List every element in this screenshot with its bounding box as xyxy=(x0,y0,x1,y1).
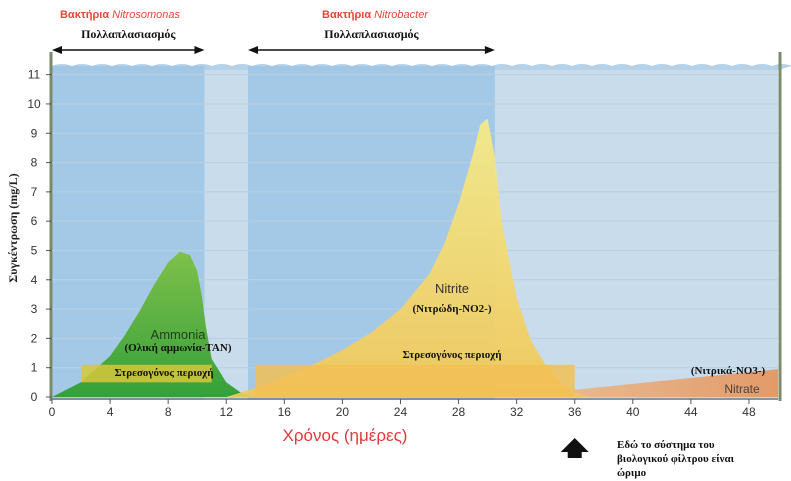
bacteria-growth-label-2: Πολλαπλασιασμός xyxy=(324,27,419,41)
series-sublabel-nitrate: (Νιτρικά-NO3-) xyxy=(691,365,766,377)
x-tick-label-10: 40 xyxy=(626,405,640,419)
arrow-left-icon xyxy=(248,46,259,54)
series-label-ammonia: Ammonia xyxy=(151,327,207,342)
stress-zone-1 xyxy=(81,364,212,383)
y-tick-label-1: 1 xyxy=(31,361,38,375)
x-tick-label-11: 44 xyxy=(684,405,698,419)
arrow-up-icon xyxy=(560,438,589,458)
x-tick-label-8: 32 xyxy=(510,405,524,419)
annotation-line-2: βιολογικού φίλτρου είναι xyxy=(617,453,735,465)
bacteria-title-2: Βακτήρια Nitrobacter xyxy=(322,9,429,21)
series-sublabel-ammonia: (Ολική αμμωνία-TAN) xyxy=(125,342,232,354)
y-tick-label-6: 6 xyxy=(31,214,38,228)
x-tick-label-5: 20 xyxy=(336,405,350,419)
y-tick-label-9: 9 xyxy=(31,126,38,140)
stress-zone-label-2: Στρεσογόνος περιοχή xyxy=(403,349,502,361)
x-tick-label-9: 36 xyxy=(568,405,582,419)
arrow-right-icon xyxy=(194,46,205,54)
x-tick-label-6: 24 xyxy=(394,405,408,419)
stress-zone-label-1: Στρεσογόνος περιοχή xyxy=(115,367,214,379)
bacteria-title-word-1: Βακτήρια xyxy=(60,9,112,21)
bacteria-growth-label-1: Πολλαπλασιασμός xyxy=(81,27,176,41)
bacteria-title-1: Βακτήρια Nitrosomonas xyxy=(60,9,181,21)
x-tick-label-0: 0 xyxy=(49,405,56,419)
y-tick-label-2: 2 xyxy=(31,331,38,345)
series-label-nitrite: Nitrite xyxy=(435,281,469,296)
x-tick-label-2: 8 xyxy=(165,405,172,419)
annotation-line-1: Εδώ το σύστημα του xyxy=(617,439,715,451)
arrow-left-icon xyxy=(52,46,62,54)
y-tick-label-7: 7 xyxy=(31,185,38,199)
series-area-nitrate xyxy=(487,369,778,397)
arrow-right-icon xyxy=(484,46,495,54)
x-tick-label-3: 12 xyxy=(220,405,234,419)
y-tick-label-4: 4 xyxy=(31,273,38,287)
annotation-line-3: ώριμο xyxy=(617,467,647,479)
x-tick-label-4: 16 xyxy=(278,405,292,419)
y-axis-title: Συγκέντρωση (mg/L) xyxy=(6,173,20,282)
series-sublabel-nitrite: (Νιτρώδη-NO2-) xyxy=(413,303,492,315)
bacteria-species-1: Nitrosomonas xyxy=(112,9,180,21)
series-area-ammonia xyxy=(52,251,256,397)
y-tick-label-11: 11 xyxy=(28,68,41,82)
y-tick-label-5: 5 xyxy=(31,243,38,257)
series-area-nitrite xyxy=(226,118,590,397)
stress-zone-2 xyxy=(255,364,575,397)
y-tick-label-10: 10 xyxy=(27,97,41,111)
x-tick-label-1: 4 xyxy=(107,405,114,419)
x-tick-label-7: 28 xyxy=(452,405,466,419)
x-axis-title: Χρόνος (ημέρες) xyxy=(283,426,408,445)
y-tick-label-8: 8 xyxy=(31,156,38,170)
bacteria-title-word-2: Βακτήρια xyxy=(322,9,374,21)
y-tick-label-3: 3 xyxy=(31,302,38,316)
y-tick-label-0: 0 xyxy=(31,390,38,404)
series-label-nitrate: Nitrate xyxy=(724,382,760,396)
x-tick-label-12: 48 xyxy=(742,405,756,419)
bacteria-species-2: Nitrobacter xyxy=(374,9,429,21)
